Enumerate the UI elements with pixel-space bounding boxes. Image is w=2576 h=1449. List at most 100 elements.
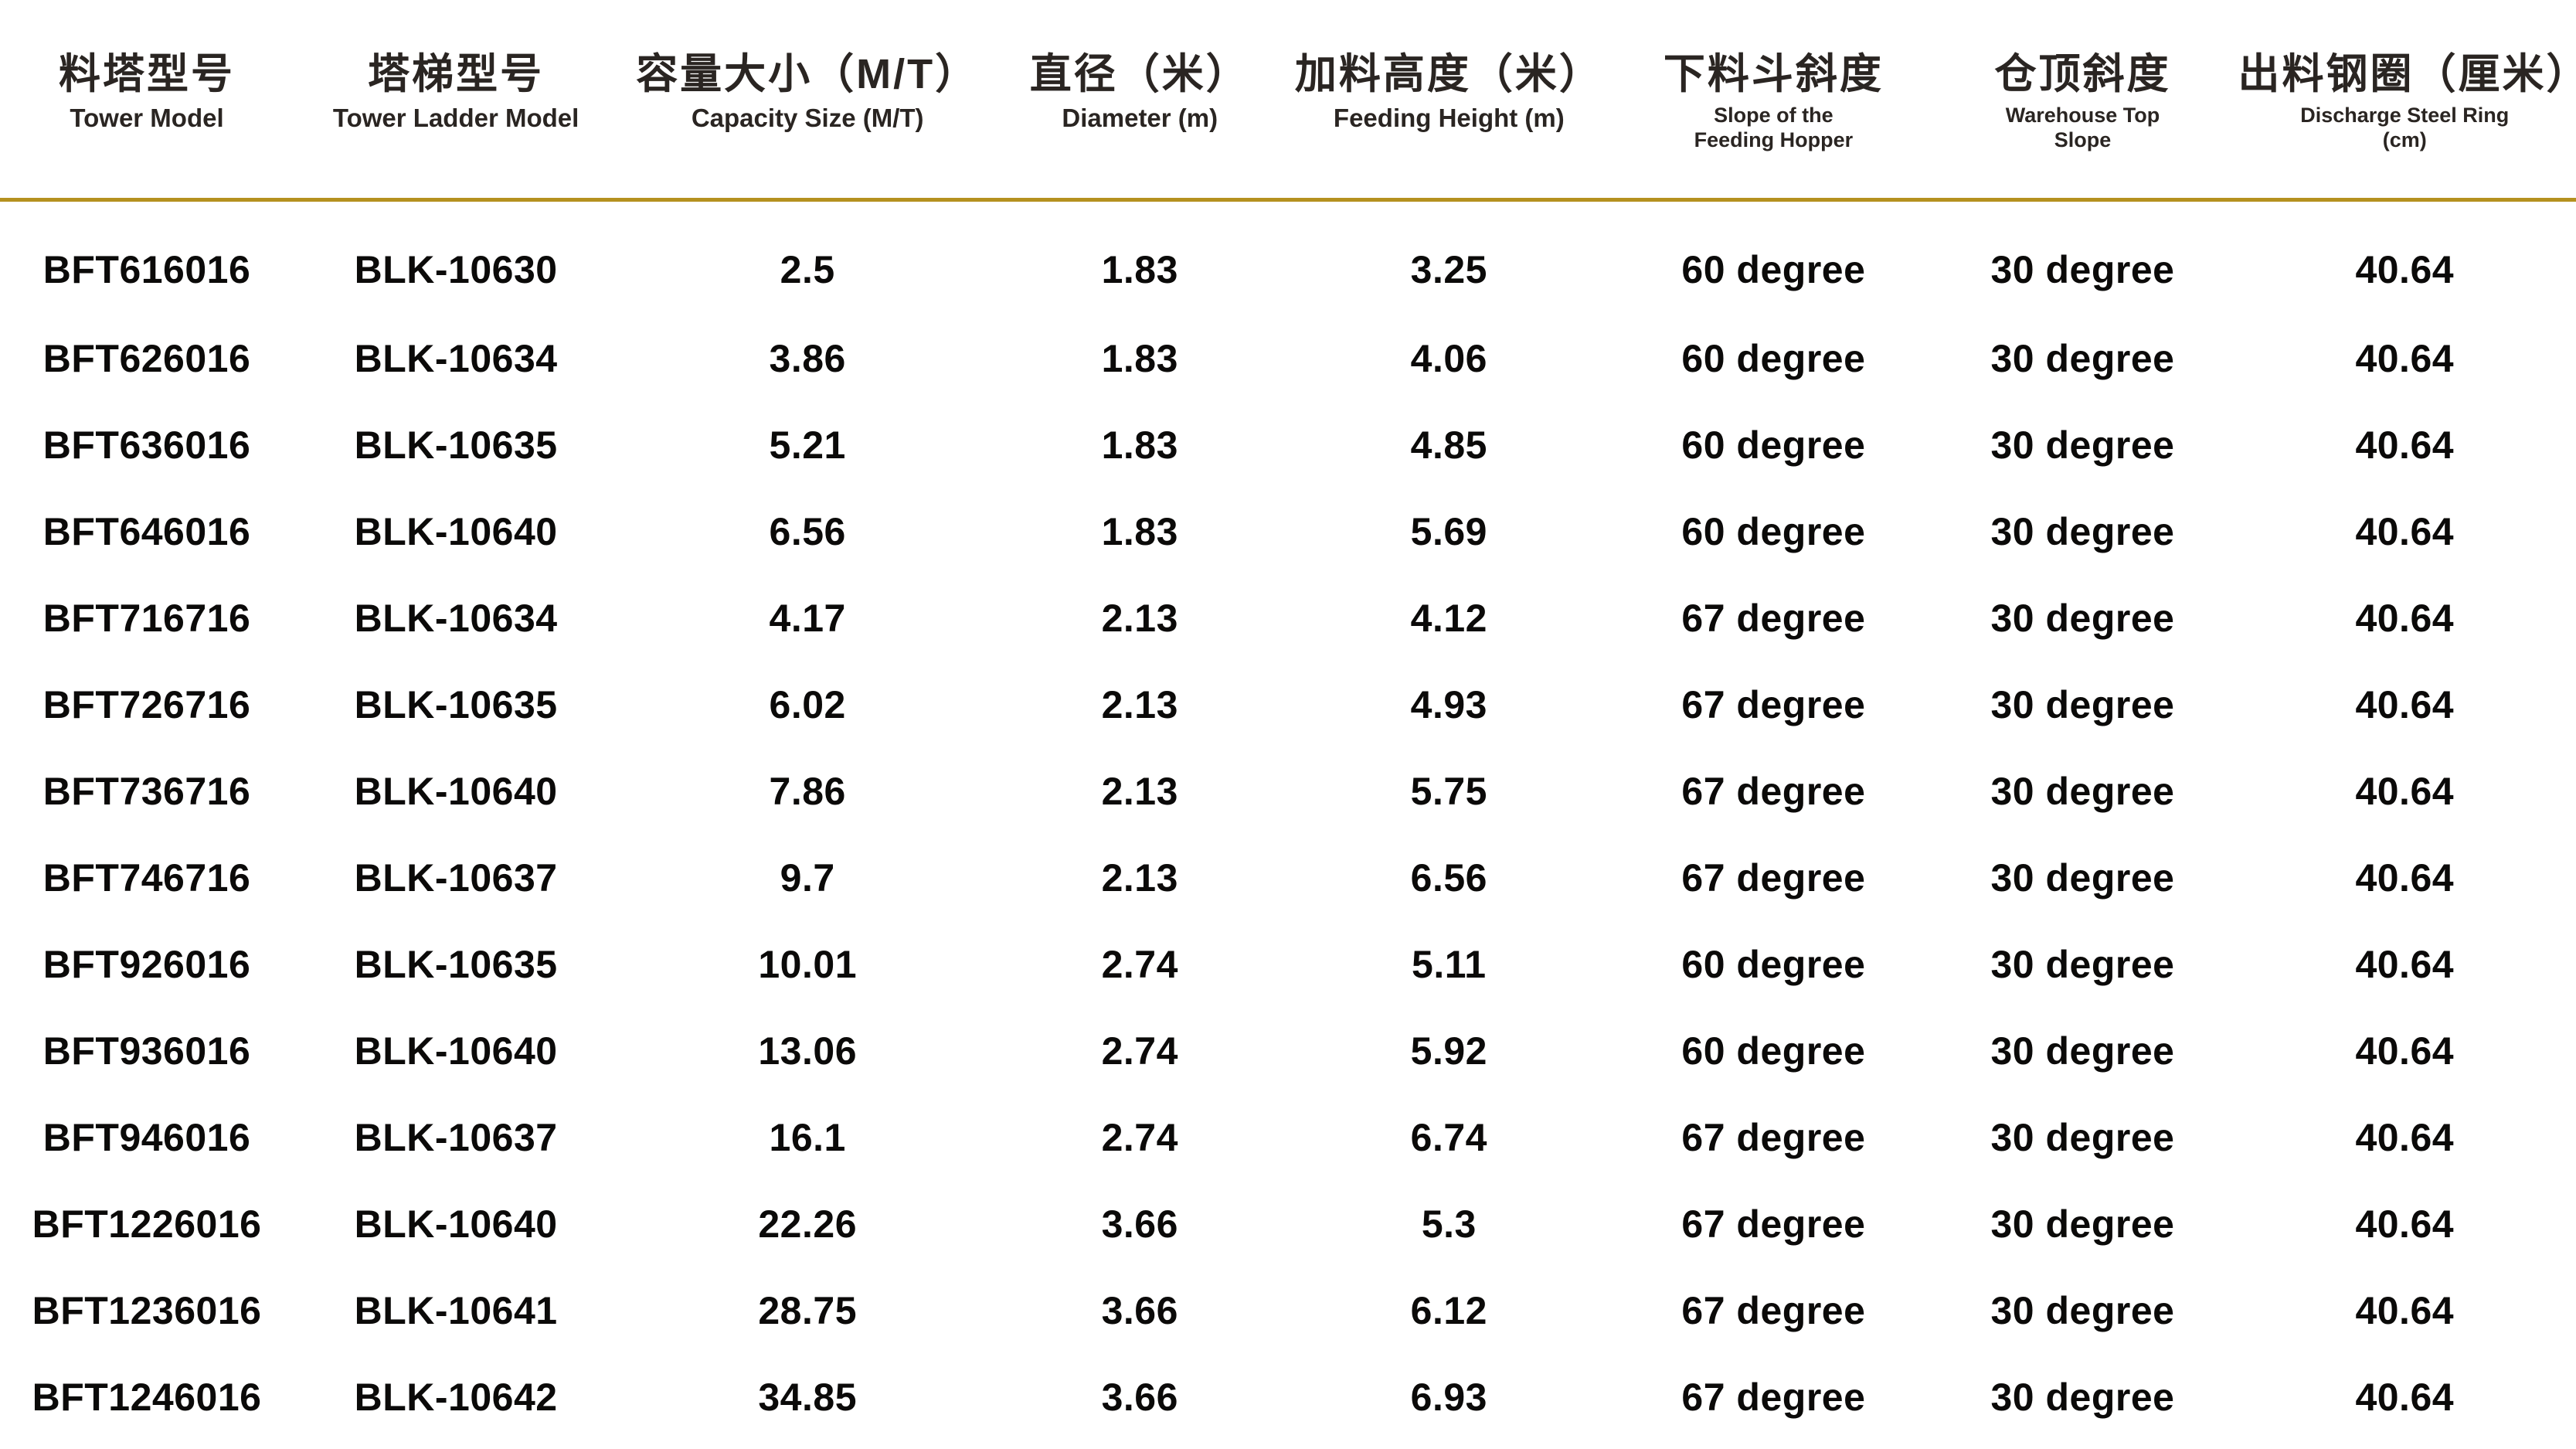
cell-diameter: 2.74 — [1101, 943, 1178, 986]
cell-feeding_hopper_slope: 60 degree — [1681, 1029, 1866, 1073]
column-header-capacity-size: 容量大小（M/T） Capacity Size (M/T) — [618, 0, 997, 202]
cell-feeding_height: 4.12 — [1410, 597, 1487, 640]
cell-tower_model: BFT946016 — [42, 1116, 251, 1159]
cell-diameter: 2.13 — [1101, 856, 1178, 900]
header-zh-feeding-hopper-slope: 下料斗斜度 — [1663, 51, 1884, 97]
cell-feeding_hopper_slope: 60 degree — [1681, 943, 1866, 986]
header-zh-discharge-steel-ring: 出料钢圈（厘米） — [2238, 51, 2576, 97]
cell-feeding_hopper_slope: 60 degree — [1681, 247, 1866, 291]
cell-discharge_steel_ring: 40.64 — [2355, 597, 2455, 640]
table-row: BFT636016 BLK-10635 5.21 1.83 4.85 60 degree 3… — [0, 402, 2576, 488]
header-en-tower-model: Tower Model — [70, 104, 224, 133]
table-row: BFT926016 BLK-10635 10.01 2.74 5.11 60 degree… — [0, 921, 2576, 1008]
cell-discharge_steel_ring: 40.64 — [2355, 423, 2455, 467]
cell-discharge_steel_ring: 40.64 — [2355, 943, 2455, 986]
cell-warehouse_top_slope: 30 degree — [1990, 1376, 2175, 1419]
table-row: BFT746716 BLK-10637 9.7 2.13 6.56 67 degree 30… — [0, 835, 2576, 921]
cell-capacity_size: 2.5 — [780, 247, 835, 291]
cell-tower_model: BFT746716 — [42, 856, 251, 900]
cell-tower_model: BFT1236016 — [32, 1289, 262, 1332]
header-zh-warehouse-top-slope: 仓顶斜度 — [1994, 51, 2171, 97]
cell-capacity_size: 5.21 — [769, 423, 846, 467]
column-header-tower-ladder-model: 塔梯型号 Tower Ladder Model — [294, 0, 619, 202]
header-en-feeding-hopper-slope: Slope of the Feeding Hopper — [1694, 104, 1854, 151]
table-row: BFT736716 BLK-10640 7.86 2.13 5.75 67 degree 3… — [0, 748, 2576, 835]
column-header-warehouse-top-slope: 仓顶斜度 Warehouse Top Slope — [1932, 0, 2234, 202]
cell-tower_model: BFT1226016 — [32, 1202, 262, 1246]
cell-capacity_size: 34.85 — [758, 1376, 857, 1419]
cell-diameter: 2.13 — [1101, 770, 1178, 813]
header-zh-feeding-height: 加料高度（米） — [1294, 51, 1603, 97]
cell-tower_model: BFT616016 — [42, 247, 251, 291]
cell-tower_ladder_model: BLK-10630 — [354, 247, 558, 291]
cell-warehouse_top_slope: 30 degree — [1990, 770, 2175, 813]
cell-capacity_size: 3.86 — [769, 337, 846, 380]
cell-tower_ladder_model: BLK-10635 — [354, 683, 558, 726]
cell-feeding_height: 4.85 — [1410, 423, 1487, 467]
cell-tower_ladder_model: BLK-10641 — [354, 1289, 558, 1332]
cell-capacity_size: 10.01 — [758, 943, 857, 986]
cell-discharge_steel_ring: 40.64 — [2355, 510, 2455, 553]
cell-feeding_hopper_slope: 60 degree — [1681, 510, 1866, 553]
cell-warehouse_top_slope: 30 degree — [1990, 683, 2175, 726]
cell-tower_model: BFT636016 — [42, 423, 251, 467]
column-header-feeding-height: 加料高度（米） Feeding Height (m) — [1283, 0, 1616, 202]
header-en-feeding-height: Feeding Height (m) — [1333, 104, 1565, 133]
cell-capacity_size: 7.86 — [769, 770, 846, 813]
cell-tower_ladder_model: BLK-10640 — [354, 1202, 558, 1246]
cell-feeding_height: 6.56 — [1410, 856, 1487, 900]
cell-diameter: 1.83 — [1101, 423, 1178, 467]
table-row: BFT936016 BLK-10640 13.06 2.74 5.92 60 degree… — [0, 1008, 2576, 1094]
cell-warehouse_top_slope: 30 degree — [1990, 1202, 2175, 1246]
column-header-discharge-steel-ring: 出料钢圈（厘米） Discharge Steel Ring (cm) — [2233, 0, 2576, 202]
header-en-tower-ladder-model: Tower Ladder Model — [332, 104, 579, 133]
cell-feeding_hopper_slope: 60 degree — [1681, 337, 1866, 380]
column-header-tower-model: 料塔型号 Tower Model — [0, 0, 294, 202]
header-en-discharge-steel-ring: Discharge Steel Ring (cm) — [2300, 104, 2510, 151]
cell-tower_model: BFT936016 — [42, 1029, 251, 1073]
cell-discharge_steel_ring: 40.64 — [2355, 856, 2455, 900]
column-header-feeding-hopper-slope: 下料斗斜度 Slope of the Feeding Hopper — [1615, 0, 1932, 202]
cell-feeding_height: 5.69 — [1410, 510, 1487, 553]
cell-warehouse_top_slope: 30 degree — [1990, 1116, 2175, 1159]
cell-capacity_size: 16.1 — [769, 1116, 846, 1159]
header-zh-diameter: 直径（米） — [1029, 51, 1250, 97]
cell-warehouse_top_slope: 30 degree — [1990, 1289, 2175, 1332]
cell-feeding_hopper_slope: 67 degree — [1681, 1289, 1866, 1332]
cell-feeding_height: 6.74 — [1410, 1116, 1487, 1159]
table-row: BFT1246016 BLK-10642 34.85 3.66 6.93 67 degre… — [0, 1354, 2576, 1440]
table-header: 料塔型号 Tower Model 塔梯型号 Tower Ladder Model… — [0, 0, 2576, 202]
cell-discharge_steel_ring: 40.64 — [2355, 770, 2455, 813]
cell-feeding_hopper_slope: 67 degree — [1681, 1202, 1866, 1246]
cell-capacity_size: 4.17 — [769, 597, 846, 640]
cell-tower_ladder_model: BLK-10640 — [354, 510, 558, 553]
cell-tower_model: BFT716716 — [42, 597, 251, 640]
header-en-warehouse-top-slope: Warehouse Top Slope — [2005, 104, 2160, 151]
table-row: BFT726716 BLK-10635 6.02 2.13 4.93 67 degree 3… — [0, 662, 2576, 748]
cell-capacity_size: 28.75 — [758, 1289, 857, 1332]
cell-warehouse_top_slope: 30 degree — [1990, 247, 2175, 291]
cell-diameter: 2.13 — [1101, 683, 1178, 726]
table-row: BFT1226016 BLK-10640 22.26 3.66 5.3 67 degree… — [0, 1181, 2576, 1267]
table-row: BFT1236016 BLK-10641 28.75 3.66 6.12 67 degre… — [0, 1267, 2576, 1354]
header-en-capacity-size: Capacity Size (M/T) — [691, 104, 924, 133]
cell-feeding_height: 6.93 — [1410, 1376, 1487, 1419]
cell-tower_model: BFT626016 — [42, 337, 251, 380]
cell-feeding_height: 3.25 — [1410, 247, 1487, 291]
cell-feeding_hopper_slope: 67 degree — [1681, 1376, 1866, 1419]
table-row: BFT946016 BLK-10637 16.1 2.74 6.74 67 degree 3… — [0, 1094, 2576, 1181]
cell-tower_ladder_model: BLK-10640 — [354, 1029, 558, 1073]
cell-feeding_height: 5.3 — [1421, 1202, 1477, 1246]
table-row: BFT646016 BLK-10640 6.56 1.83 5.69 60 degree 3… — [0, 488, 2576, 575]
cell-feeding_hopper_slope: 67 degree — [1681, 597, 1866, 640]
cell-tower_model: BFT726716 — [42, 683, 251, 726]
cell-warehouse_top_slope: 30 degree — [1990, 423, 2175, 467]
header-zh-capacity-size: 容量大小（M/T） — [636, 51, 980, 97]
cell-diameter: 1.83 — [1101, 247, 1178, 291]
cell-tower_ladder_model: BLK-10635 — [354, 943, 558, 986]
cell-discharge_steel_ring: 40.64 — [2355, 1289, 2455, 1332]
cell-diameter: 3.66 — [1101, 1202, 1178, 1246]
cell-diameter: 3.66 — [1101, 1376, 1178, 1419]
cell-feeding_hopper_slope: 67 degree — [1681, 1116, 1866, 1159]
